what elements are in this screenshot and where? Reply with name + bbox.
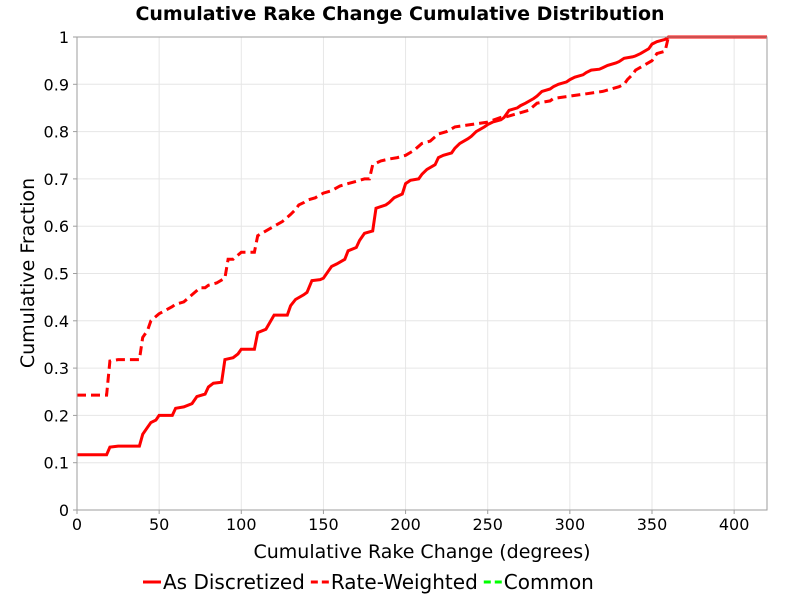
chart-title: Cumulative Rake Change Cumulative Distri… bbox=[135, 3, 664, 25]
series-line-as-discretized bbox=[77, 35, 767, 457]
y-tick-label: 0.9 bbox=[44, 75, 69, 94]
y-tick-label: 0.2 bbox=[44, 406, 69, 425]
y-tick-label: 0.3 bbox=[44, 359, 69, 378]
legend: As Discretized Rate-Weighted Common bbox=[143, 570, 594, 594]
x-axis-label: Cumulative Rake Change (degrees) bbox=[253, 541, 590, 563]
y-tick-label: 0.5 bbox=[44, 265, 69, 284]
legend-label-rate-weighted: Rate-Weighted bbox=[331, 570, 478, 594]
y-tick-label: 0.7 bbox=[44, 170, 69, 189]
series-layer bbox=[77, 35, 767, 457]
y-tick-label: 0.8 bbox=[44, 123, 69, 142]
x-tick-label: 350 bbox=[637, 515, 668, 534]
x-tick-label: 50 bbox=[149, 515, 169, 534]
y-tick-label: 0.6 bbox=[44, 217, 69, 236]
plot-frame bbox=[76, 36, 768, 511]
x-tick-label: 0 bbox=[72, 515, 82, 534]
legend-label-common: Common bbox=[504, 570, 594, 594]
series-line-rate-weighted bbox=[77, 35, 767, 397]
y-tick-label: 1 bbox=[59, 28, 69, 47]
x-tick-label: 300 bbox=[555, 515, 586, 534]
tick-layer: 0 50 100 150 200 250 300 350 400 0 0.1 0.2 0.3 0.4 0.5… bbox=[44, 28, 750, 534]
x-tick-label: 200 bbox=[390, 515, 421, 534]
legend-label-as-discretized: As Discretized bbox=[163, 570, 305, 594]
y-axis-label: Cumulative Fraction bbox=[17, 178, 39, 368]
x-tick-label: 400 bbox=[719, 515, 750, 534]
y-tick-label: 0.4 bbox=[44, 312, 69, 331]
x-tick-label: 100 bbox=[226, 515, 257, 534]
y-tick-label: 0.1 bbox=[44, 454, 69, 473]
y-tick-label: 0 bbox=[59, 501, 69, 520]
x-tick-label: 150 bbox=[308, 515, 339, 534]
x-tick-label: 250 bbox=[472, 515, 503, 534]
